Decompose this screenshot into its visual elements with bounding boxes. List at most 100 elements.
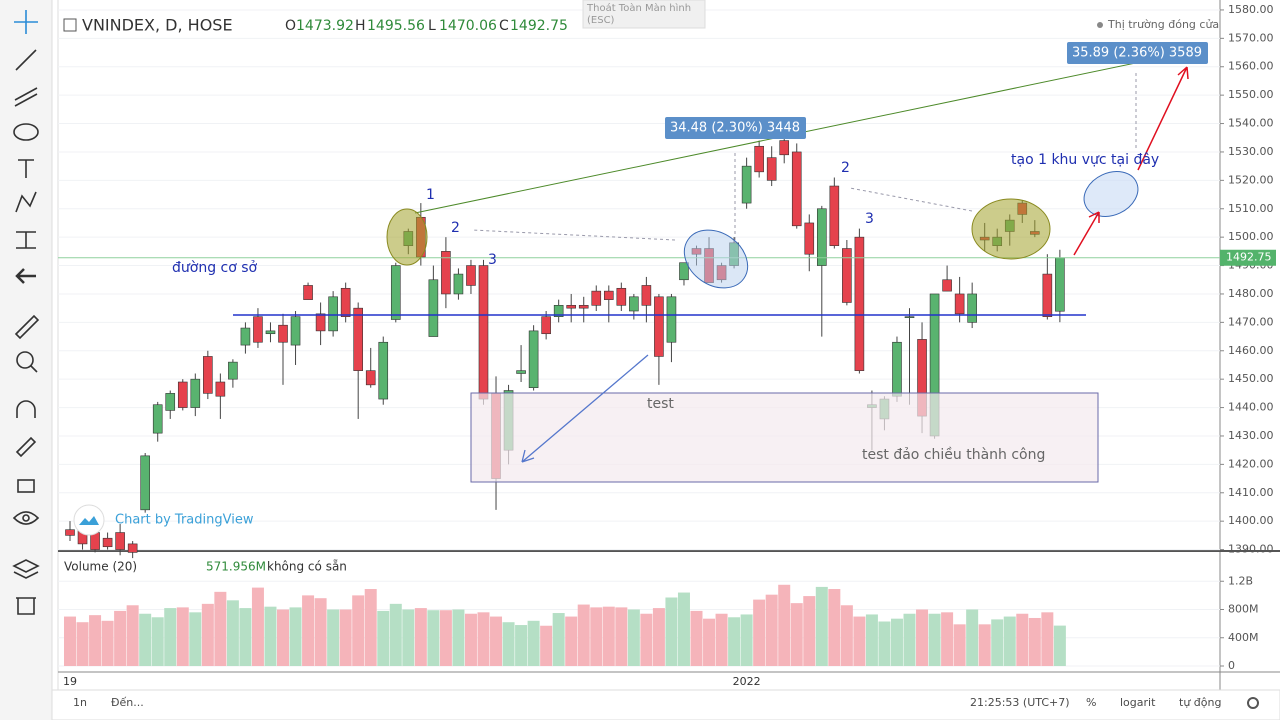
candle-body [1055, 257, 1065, 312]
volume-bar [740, 614, 753, 666]
volume-bar [164, 608, 177, 666]
volume-bar [327, 609, 340, 666]
ohlc-key: H [355, 18, 366, 34]
highlight [971, 198, 1051, 260]
volume-bar [277, 609, 290, 666]
volume-last: 571.956M [206, 560, 266, 574]
y-tick-label: 1580.00 [1228, 3, 1274, 16]
volume-bar [778, 584, 791, 666]
volume-bar [815, 586, 828, 666]
volume-bar [728, 617, 741, 666]
volume-bar [126, 605, 139, 666]
logo-mark [79, 516, 99, 525]
candle-body [754, 145, 764, 173]
measure-label: 35.89 (2.36%) 3589 [1072, 46, 1202, 61]
watermark: Chart by TradingView [115, 513, 254, 528]
annotations: 34.48 (2.30%) 3448 35.89 (2.36%) 3589 đư… [172, 42, 1208, 483]
volume-bar [552, 613, 565, 666]
candle-body [541, 316, 551, 335]
goto-button[interactable]: Đến... [111, 696, 144, 709]
candle-body [378, 341, 389, 400]
annotation: đường cơ sở [172, 260, 258, 276]
y-tick-label: 1410.00 [1228, 486, 1274, 499]
volume-bar [540, 625, 553, 666]
y-tick-label: 1550.00 [1228, 88, 1274, 101]
volume-bar [464, 613, 477, 666]
ohlc-key: C [499, 18, 509, 34]
candle-body [303, 285, 313, 300]
candle-body [516, 370, 526, 374]
volume-bar [289, 607, 302, 666]
volume-bar [640, 613, 653, 666]
arrow [521, 354, 649, 463]
range-button[interactable]: 1n [73, 696, 87, 709]
volume-bar [101, 620, 114, 666]
y-tick-label: 1470.00 [1228, 315, 1274, 328]
annotation: test đảo chiều thành công [862, 446, 1045, 463]
volume-bar [627, 609, 640, 666]
candle-body [578, 305, 589, 309]
volume-bar [903, 613, 916, 666]
volume-bar [352, 595, 365, 666]
ohlc-value: 1473.92 [296, 18, 354, 34]
ohlc-value: 1495.56 [367, 18, 425, 34]
candle-body [177, 381, 188, 408]
log-button[interactable]: logarit [1120, 696, 1156, 709]
candle-body [779, 140, 790, 156]
volume-bar [941, 612, 954, 666]
ohlc-value: 1470.06 [439, 18, 497, 34]
volume-bar [753, 599, 766, 666]
collapse-icon[interactable] [63, 18, 77, 32]
volume-bar [477, 612, 490, 666]
y-tick-label: 1570.00 [1228, 31, 1274, 44]
volume-title: Volume (20) [64, 560, 137, 574]
candle-body [478, 265, 489, 400]
candle-body [829, 185, 840, 246]
tooltip-text: (ESC) [587, 15, 615, 26]
volume-bar [251, 587, 264, 666]
volume-bar [978, 624, 991, 666]
candle-body [666, 296, 677, 343]
candle-body [804, 222, 815, 255]
volume-bar [1028, 617, 1041, 666]
volume-bar [89, 615, 102, 666]
settings[interactable] [1247, 697, 1259, 709]
candle-body [641, 285, 652, 306]
candle-body [954, 293, 965, 315]
volume-bar [339, 609, 352, 666]
volume-bar [314, 598, 327, 666]
volume-bar [1016, 613, 1029, 666]
volume-bar [452, 609, 465, 666]
candle-body [904, 316, 915, 318]
clock: 21:25:53 (UTC+7) [970, 696, 1070, 709]
price-tag [1220, 249, 1276, 266]
volume-bar [565, 616, 578, 666]
candle-body [1042, 273, 1053, 317]
candle-body [390, 265, 401, 320]
candle-body [152, 404, 163, 434]
volume-bar [377, 610, 390, 666]
volume-bar [189, 612, 202, 666]
y-tick-label: 1420.00 [1228, 457, 1274, 470]
auto-button[interactable]: tự động [1179, 696, 1221, 709]
volume-bar [414, 608, 427, 666]
candle-body [340, 287, 351, 317]
volume-bar [828, 589, 841, 666]
volume-bar [677, 592, 690, 666]
candle-body [892, 341, 902, 397]
toolbar-icons [12, 10, 40, 615]
candle-body [140, 455, 150, 511]
volume-bar [264, 606, 277, 666]
y-tick-label: 1560.00 [1228, 60, 1274, 73]
candle-body [629, 296, 639, 312]
percent-button[interactable]: % [1086, 696, 1096, 709]
toolbar [0, 0, 52, 720]
candle-body [127, 543, 138, 553]
candle-body [603, 290, 614, 300]
candle-body [253, 316, 263, 343]
candle-body [967, 293, 977, 323]
candle-body [791, 151, 802, 227]
volume-bar [928, 613, 941, 666]
volume-bar [765, 594, 778, 666]
